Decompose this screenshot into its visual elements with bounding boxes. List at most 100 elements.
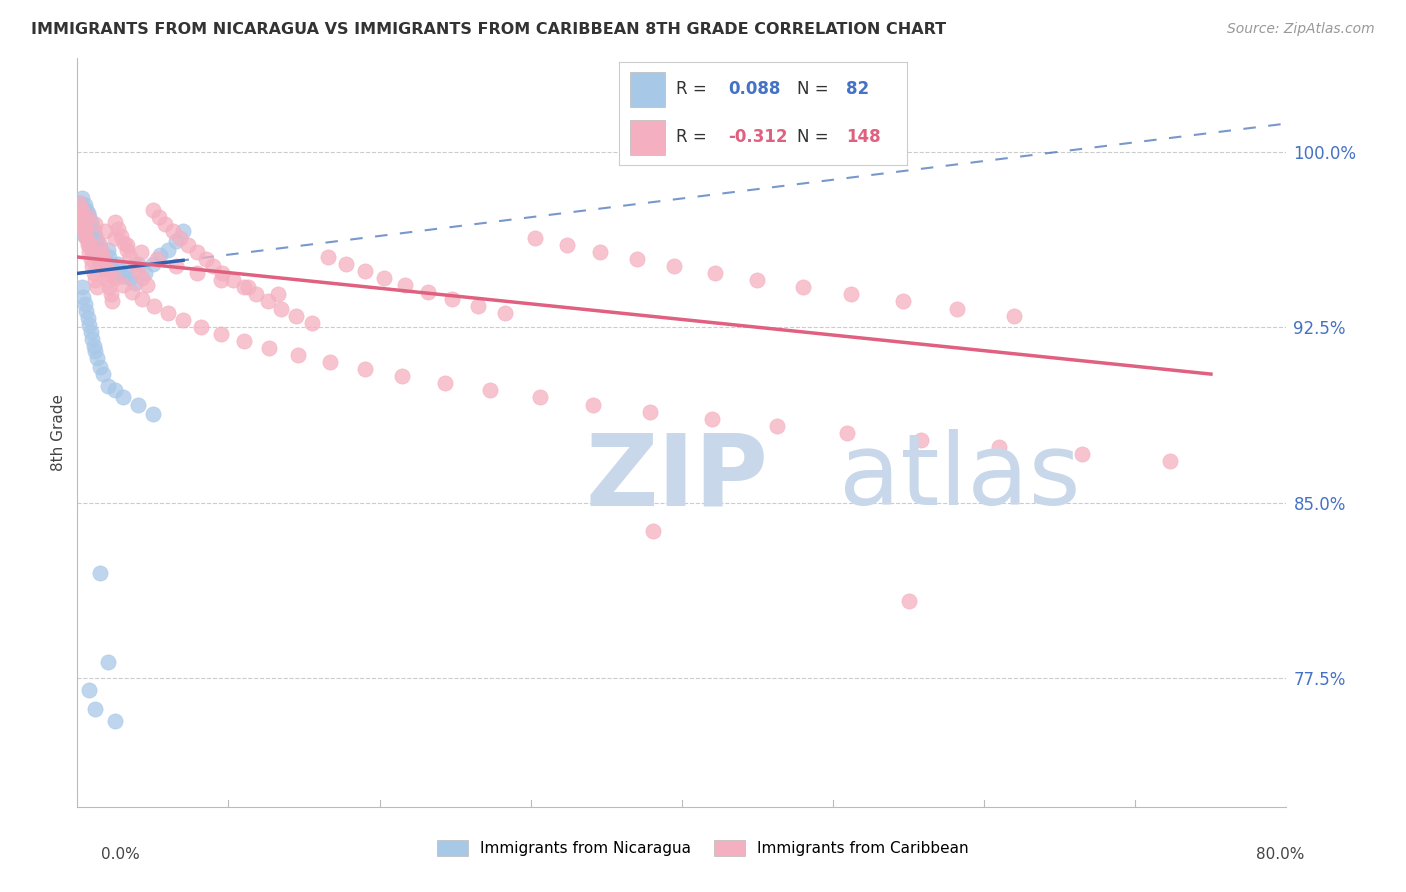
- Point: [84, 241, 107, 255]
- Text: atlas: atlas: [839, 429, 1081, 526]
- Text: R =: R =: [676, 128, 713, 146]
- Point: [96, 655, 118, 669]
- Point: [93, 260, 115, 274]
- Point: [704, 267, 727, 281]
- Point: [75, 231, 97, 245]
- Point: [165, 260, 187, 274]
- Point: [285, 309, 308, 323]
- Y-axis label: 8th Grade: 8th Grade: [51, 394, 66, 471]
- Point: [93, 257, 115, 271]
- Point: [80, 238, 103, 252]
- Point: [82, 260, 104, 274]
- Point: [77, 217, 100, 231]
- Point: [111, 278, 134, 293]
- Point: [79, 318, 101, 332]
- Point: [83, 267, 105, 281]
- Point: [75, 203, 97, 218]
- Point: [270, 301, 292, 316]
- Point: [72, 203, 94, 218]
- Point: [190, 320, 212, 334]
- Point: [70, 219, 93, 234]
- Point: [70, 210, 93, 224]
- Point: [75, 224, 97, 238]
- Point: [626, 252, 648, 267]
- Point: [82, 243, 104, 257]
- Text: 80.0%: 80.0%: [1257, 847, 1305, 862]
- Point: [236, 280, 259, 294]
- Point: [910, 433, 932, 447]
- Point: [69, 215, 91, 229]
- Point: [143, 299, 166, 313]
- Point: [86, 245, 108, 260]
- Point: [72, 222, 94, 236]
- Point: [86, 351, 108, 365]
- Point: [67, 196, 90, 211]
- Text: 82: 82: [846, 80, 869, 98]
- Point: [194, 252, 217, 267]
- Point: [127, 264, 149, 278]
- Point: [1004, 309, 1026, 323]
- Point: [73, 210, 96, 224]
- Point: [157, 306, 180, 320]
- Point: [101, 261, 124, 276]
- Point: [75, 215, 97, 229]
- Point: [90, 245, 112, 260]
- Point: [67, 203, 90, 218]
- Point: [77, 310, 100, 325]
- Point: [86, 234, 108, 248]
- Point: [582, 397, 605, 411]
- Point: [75, 303, 97, 318]
- Point: [643, 524, 665, 538]
- Point: [82, 332, 104, 346]
- Point: [353, 362, 375, 376]
- Point: [80, 325, 103, 339]
- Point: [259, 341, 281, 355]
- Point: [77, 238, 100, 252]
- Point: [96, 264, 118, 278]
- Point: [524, 231, 547, 245]
- Point: [96, 273, 118, 287]
- Point: [108, 264, 131, 278]
- Point: [416, 285, 439, 300]
- Point: [135, 278, 157, 293]
- Point: [82, 219, 104, 234]
- Point: [162, 224, 184, 238]
- Point: [96, 243, 118, 257]
- Point: [69, 210, 91, 224]
- Point: [353, 264, 375, 278]
- Point: [186, 267, 208, 281]
- Point: [153, 217, 176, 231]
- Point: [104, 714, 127, 728]
- Point: [91, 367, 114, 381]
- Point: [124, 276, 146, 290]
- Point: [79, 235, 101, 250]
- Point: [104, 384, 127, 398]
- Point: [104, 267, 127, 281]
- Point: [172, 313, 194, 327]
- Point: [69, 196, 91, 211]
- Point: [747, 273, 769, 287]
- Point: [142, 257, 165, 271]
- Point: [120, 250, 142, 264]
- Point: [114, 267, 136, 281]
- Point: [82, 231, 104, 245]
- Point: [115, 238, 138, 252]
- Point: [115, 243, 138, 257]
- Text: -0.312: -0.312: [728, 128, 787, 146]
- Point: [441, 292, 464, 306]
- Point: [256, 294, 278, 309]
- Point: [134, 267, 156, 281]
- Point: [111, 268, 134, 283]
- Point: [222, 273, 245, 287]
- Point: [169, 231, 191, 245]
- Point: [84, 228, 107, 243]
- Point: [70, 191, 93, 205]
- Point: [335, 257, 357, 271]
- Point: [142, 203, 165, 218]
- Point: [75, 228, 97, 243]
- Point: [84, 343, 107, 358]
- Point: [77, 210, 100, 224]
- Point: [84, 273, 107, 287]
- Point: [80, 252, 103, 267]
- Point: [120, 271, 142, 285]
